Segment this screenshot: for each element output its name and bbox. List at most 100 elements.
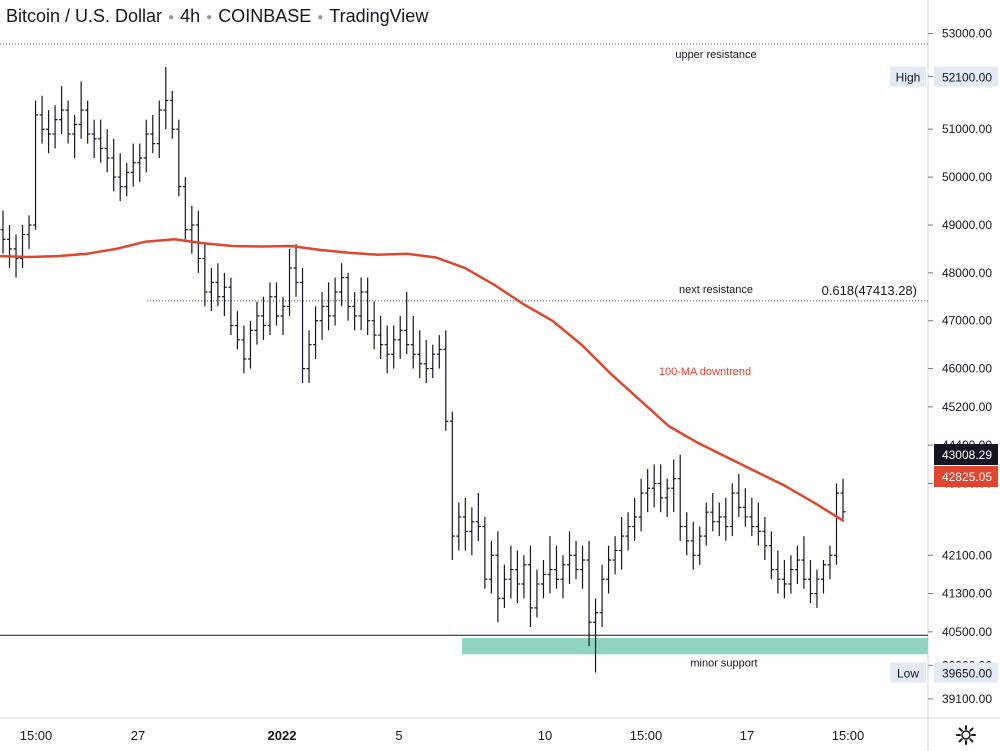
ohlc-bar xyxy=(46,110,52,154)
ohlc-bar xyxy=(72,114,78,158)
separator-dot: ● xyxy=(168,12,175,23)
ohlc-bar xyxy=(339,263,345,307)
ohlc-bar xyxy=(202,244,208,307)
ohlc-bar xyxy=(182,177,188,240)
high-value-bg xyxy=(934,66,998,87)
ohlc-bar xyxy=(742,488,748,527)
ohlc-bar xyxy=(417,330,423,379)
ma-line xyxy=(0,238,844,522)
ohlc-bar xyxy=(625,512,631,551)
x-tick-label: 17 xyxy=(740,728,754,743)
ohlc-bar xyxy=(20,224,26,269)
ohlc-bar xyxy=(313,306,319,359)
ohlc-bar xyxy=(280,296,286,336)
low-value-bg xyxy=(934,662,998,683)
high-value: 52100.00 xyxy=(942,71,992,85)
ma-label: 100-MA downtrend xyxy=(659,366,751,378)
exchange-label: COINBASE xyxy=(218,6,312,26)
ohlc-bar xyxy=(697,526,703,565)
ohlc-bar xyxy=(781,560,787,599)
ohlc-bar xyxy=(267,282,273,336)
interval-label[interactable]: 4h xyxy=(180,6,201,26)
ohlc-bar xyxy=(762,516,768,561)
ohlc-bar xyxy=(768,531,774,580)
ohlc-bar xyxy=(143,119,149,173)
ohlc-bar xyxy=(540,560,546,599)
ohlc-bar xyxy=(606,545,612,594)
ohlc-bar xyxy=(801,536,807,589)
ohlc-bar xyxy=(508,545,514,599)
ohlc-bar xyxy=(794,545,800,584)
ohlc-bar xyxy=(176,119,182,197)
y-tick-label: 42100.00 xyxy=(942,548,992,562)
ohlc-bar xyxy=(671,459,677,513)
ohlc-bar xyxy=(488,540,494,594)
ohlc-bar xyxy=(215,263,221,307)
ohlc-bar xyxy=(130,143,136,187)
ohlc-bar xyxy=(553,545,559,589)
ohlc-bar xyxy=(391,325,397,369)
ohlc-bar xyxy=(228,277,234,336)
ohlc-bar xyxy=(716,502,722,537)
ohlc-bar xyxy=(514,550,520,604)
ohlc-bar xyxy=(378,315,384,359)
chart-header: Bitcoin / U.S. Dollar ● 4h ● COINBASE ● Tradin… xyxy=(6,6,428,27)
ohlc-bar xyxy=(169,90,175,139)
high-label: High xyxy=(896,71,921,85)
ohlc-bar xyxy=(807,560,813,604)
symbol-title[interactable]: Bitcoin / U.S. Dollar xyxy=(6,6,163,26)
time-axis: 15:00 27 2022 5 10 15:00 17 15:00 xyxy=(20,728,865,743)
ohlc-bar xyxy=(423,339,429,383)
y-tick-label: 50000.00 xyxy=(942,170,992,184)
settings-gear-icon[interactable] xyxy=(955,724,977,746)
minor-support-label: minor support xyxy=(690,657,757,669)
platform-label: TradingView xyxy=(329,6,429,26)
ohlc-bar xyxy=(651,464,657,508)
ohlc-bar xyxy=(749,497,755,537)
ohlc-bar xyxy=(456,502,462,551)
ohlc-bar xyxy=(39,95,45,144)
ohlc-bar xyxy=(234,311,240,350)
ohlc-bar xyxy=(632,497,638,541)
ohlc-bar xyxy=(117,153,123,202)
ohlc-bar xyxy=(560,555,566,599)
next-resistance-label: next resistance xyxy=(679,284,753,296)
ohlc-bar xyxy=(677,454,683,541)
low-tag xyxy=(890,662,926,683)
ohlc-bar xyxy=(7,224,13,269)
y-tick-label: 45200.00 xyxy=(942,400,992,414)
ohlc-bar xyxy=(189,205,195,254)
ohlc-bar xyxy=(449,411,455,561)
ohlc-bar xyxy=(567,531,573,584)
ohlc-bar xyxy=(241,325,247,374)
ohlc-bar xyxy=(300,268,306,383)
ohlc-bar xyxy=(319,291,325,340)
y-tick-label: 41300.00 xyxy=(942,587,992,601)
ohlc-bar xyxy=(208,268,214,312)
ohlc-bar xyxy=(371,301,377,350)
y-tick-label: 39100.00 xyxy=(942,692,992,706)
x-tick-label: 15:00 xyxy=(20,728,53,743)
ohlc-bar xyxy=(833,483,839,565)
ohlc-bar xyxy=(352,291,358,331)
ohlc-bar xyxy=(332,277,338,326)
y-tick-label: 46000.00 xyxy=(942,362,992,376)
ohlc-bar xyxy=(33,100,39,230)
ohlc-bar xyxy=(124,162,130,197)
ohlc-bar xyxy=(586,540,592,647)
ohlc-bar xyxy=(163,67,169,130)
ohlc-bar xyxy=(410,315,416,369)
ohlc-bar xyxy=(690,521,696,570)
ohlc-bar xyxy=(736,473,742,517)
ohlc-bar xyxy=(495,531,501,623)
minor-support-zone xyxy=(462,638,928,655)
x-tick-label: 10 xyxy=(538,728,552,743)
y-tick-label: 47000.00 xyxy=(942,314,992,328)
upper-resistance-label: upper resistance xyxy=(675,49,756,61)
ohlc-bar xyxy=(111,138,117,192)
ohlc-bar xyxy=(638,478,644,532)
ohlc-bar xyxy=(482,516,488,589)
ohlc-bar xyxy=(827,545,833,580)
